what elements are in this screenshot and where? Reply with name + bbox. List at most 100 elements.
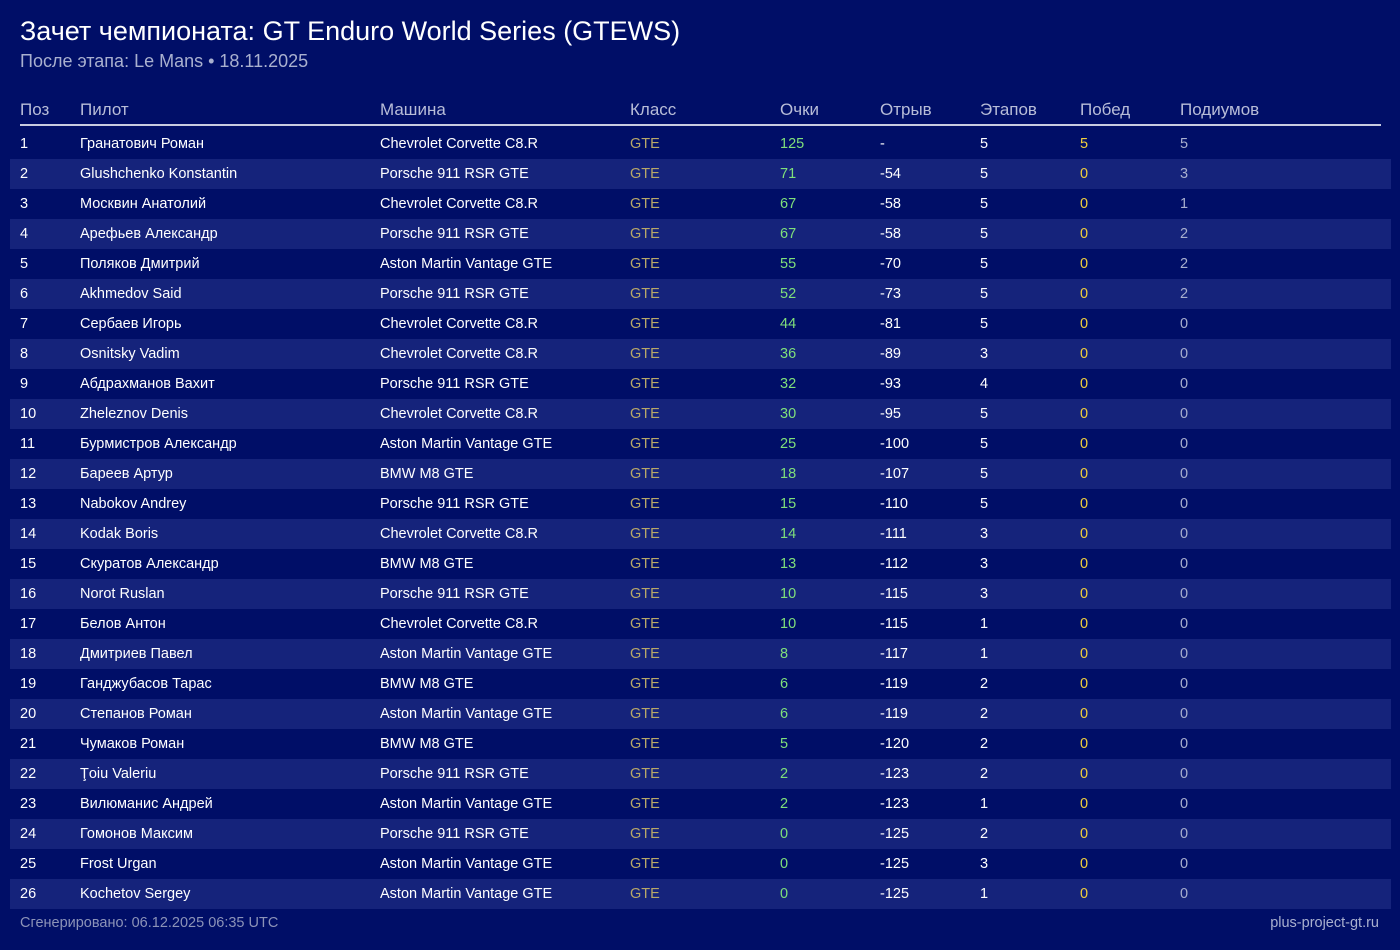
table-row: 8 Osnitsky Vadim Chevrolet Corvette C8.R GT… [10,339,1391,369]
cell-points: 10 [780,616,797,632]
cell-podiums: 0 [1180,886,1189,902]
cell-wins: 0 [1080,616,1089,632]
cell-car: Aston Martin Vantage GTE [380,646,553,662]
cell-car: Porsche 911 RSR GTE [380,376,529,392]
cell-gap: -112 [880,556,908,572]
cell-pilot: Белов Антон [80,616,166,632]
cell-car: Aston Martin Vantage GTE [380,706,553,722]
cell-car: Porsche 911 RSR GTE [380,826,529,842]
cell-points: 55 [780,256,797,272]
cell-stages: 5 [980,496,989,512]
cell-stages: 5 [980,196,989,212]
cell-stages: 5 [980,406,989,422]
cell-pilot: Zheleznov Denis [80,406,188,422]
cell-podiums: 2 [1180,226,1189,242]
cell-podiums: 0 [1180,706,1189,722]
column-header-podiums: Подиумов [1180,100,1260,119]
cell-position: 3 [20,196,29,212]
cell-gap: -111 [880,526,907,542]
cell-stages: 5 [980,286,989,302]
cell-points: 0 [780,856,789,872]
cell-podiums: 0 [1180,526,1189,542]
cell-car: Porsche 911 RSR GTE [380,286,529,302]
cell-stages: 5 [980,136,989,152]
cell-points: 13 [780,556,797,572]
cell-stages: 2 [980,766,989,782]
cell-points: 6 [780,676,789,692]
column-header-class: Класс [630,100,677,119]
cell-stages: 2 [980,826,989,842]
cell-points: 10 [780,586,797,602]
cell-stages: 5 [980,226,989,242]
cell-wins: 0 [1080,376,1089,392]
cell-points: 6 [780,706,789,722]
cell-stages: 1 [980,646,989,662]
cell-wins: 0 [1080,526,1089,542]
cell-wins: 0 [1080,226,1089,242]
cell-car: Aston Martin Vantage GTE [380,856,553,872]
cell-stages: 5 [980,166,989,182]
cell-position: 16 [20,586,37,602]
cell-car: BMW M8 GTE [380,676,474,692]
cell-stages: 2 [980,706,989,722]
cell-wins: 0 [1080,646,1089,662]
table-row: 21 Чумаков Роман BMW M8 GTE GTE 5 -120 2 0 0 [10,729,1391,759]
table-row: 20 Степанов Роман Aston Martin Vantage GTE… [10,699,1391,729]
column-header-pilot: Пилот [80,100,129,119]
cell-pilot: Бурмистров Александр [80,436,237,452]
cell-wins: 5 [1080,136,1089,152]
cell-wins: 0 [1080,496,1089,512]
cell-class: GTE [630,286,660,302]
cell-class: GTE [630,526,660,542]
cell-points: 2 [780,796,789,812]
cell-points: 67 [780,226,797,242]
table-row: 6 Akhmedov Said Porsche 911 RSR GTE GTE 52 -7… [10,279,1391,309]
cell-position: 7 [20,316,29,332]
cell-wins: 0 [1080,856,1089,872]
cell-points: 71 [780,166,797,182]
table-row: 18 Дмитриев Павел Aston Martin Vantage GTE… [10,639,1391,669]
cell-position: 2 [20,166,29,182]
cell-class: GTE [630,226,660,242]
cell-car: Aston Martin Vantage GTE [380,436,553,452]
cell-podiums: 3 [1180,166,1189,182]
cell-class: GTE [630,616,660,632]
table-row: 13 Nabokov Andrey Porsche 911 RSR GTE GTE 15… [10,489,1391,519]
cell-points: 32 [780,376,797,392]
cell-pilot: Чумаков Роман [80,736,185,752]
cell-car: Porsche 911 RSR GTE [380,586,529,602]
cell-position: 25 [20,856,37,872]
cell-class: GTE [630,166,660,182]
cell-gap: -89 [880,346,901,362]
cell-class: GTE [630,706,660,722]
table-row: 14 Kodak Boris Chevrolet Corvette C8.R GTE 1… [10,519,1391,549]
table-row: 3 Москвин Анатолий Chevrolet Corvette C8.R… [10,189,1391,219]
cell-class: GTE [630,646,660,662]
cell-podiums: 0 [1180,556,1189,572]
cell-class: GTE [630,346,660,362]
cell-gap: -107 [880,466,910,482]
cell-wins: 0 [1080,826,1089,842]
cell-podiums: 0 [1180,436,1189,452]
cell-gap: -54 [880,166,901,182]
cell-position: 11 [20,436,36,452]
cell-pilot: Kochetov Sergey [80,886,191,902]
cell-car: Chevrolet Corvette C8.R [380,526,538,542]
site-link[interactable]: plus-project-gt.ru [1270,915,1379,931]
cell-position: 9 [20,376,29,392]
cell-class: GTE [630,436,660,452]
cell-class: GTE [630,376,660,392]
cell-car: Chevrolet Corvette C8.R [380,616,538,632]
table-row: 23 Вилюманис Андрей Aston Martin Vantage G… [10,789,1391,819]
cell-class: GTE [630,736,660,752]
cell-points: 36 [780,346,797,362]
cell-points: 30 [780,406,797,422]
cell-car: Porsche 911 RSR GTE [380,496,529,512]
cell-pilot: Вилюманис Андрей [80,796,213,812]
cell-pilot: Glushchenko Konstantin [80,166,238,182]
cell-podiums: 0 [1180,646,1189,662]
cell-class: GTE [630,856,660,872]
cell-podiums: 2 [1180,286,1189,302]
cell-gap: -117 [880,646,908,662]
cell-wins: 0 [1080,316,1089,332]
